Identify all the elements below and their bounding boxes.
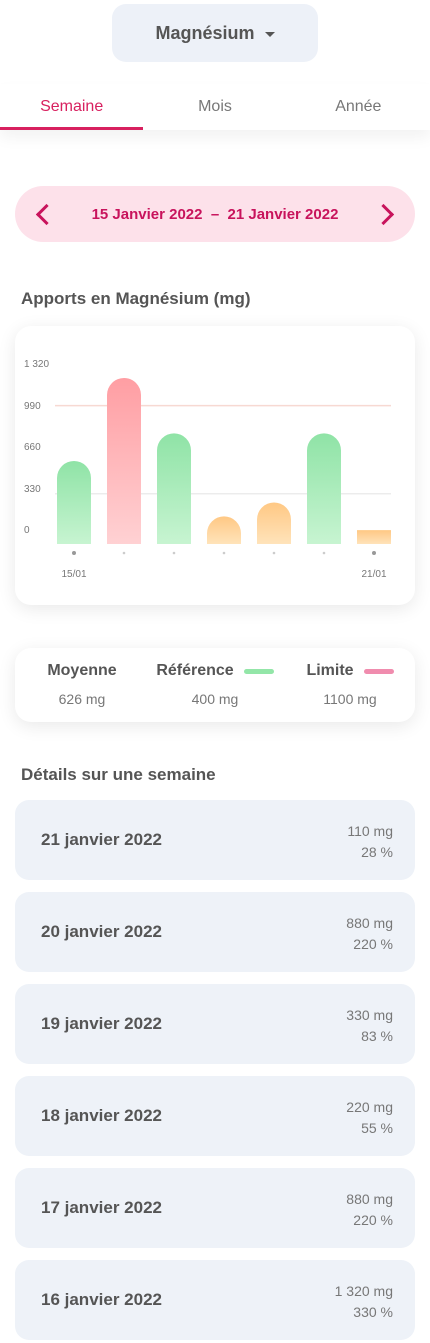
limit-label: Limite bbox=[306, 662, 354, 679]
details-title: Détails sur une semaine bbox=[21, 765, 216, 784]
chart-title: Apports en Magnésium (mg) bbox=[21, 289, 251, 308]
reference-swatch bbox=[243, 668, 274, 674]
day-mg: 330 mg bbox=[346, 1007, 393, 1023]
day-pct: 330 % bbox=[353, 1304, 393, 1320]
y-tick-label: 660 bbox=[24, 442, 41, 453]
nutrient-label: Magnésium bbox=[155, 22, 255, 43]
bar-chart: 15/01 21/01 bbox=[55, 378, 391, 580]
y-tick-label: 330 bbox=[24, 483, 41, 495]
day-row[interactable]: 17 janvier 2022 880 mg 220 % bbox=[15, 1168, 415, 1248]
day-row[interactable]: 20 janvier 2022 880 mg 220 % bbox=[15, 892, 415, 972]
legend-average: Moyenne 626 mg bbox=[40, 662, 124, 707]
tab-month[interactable]: Mois bbox=[198, 98, 232, 115]
bar-17/01[interactable] bbox=[157, 433, 191, 544]
limit-swatch bbox=[363, 668, 394, 674]
tab-year[interactable]: Année bbox=[335, 98, 382, 115]
date-range-label: 15 Janvier 2022 – 21 Janvier 2022 bbox=[91, 205, 339, 223]
average-value: 626 mg bbox=[58, 691, 106, 707]
bar-16/01[interactable] bbox=[107, 378, 141, 544]
day-date: 16 janvier 2022 bbox=[41, 1290, 162, 1309]
x-tick-dot bbox=[272, 551, 276, 555]
day-row[interactable]: 19 janvier 2022 330 mg 83 % bbox=[15, 984, 415, 1064]
period-tabs: Semaine Mois Année bbox=[0, 84, 430, 130]
day-mg: 220 mg bbox=[346, 1099, 393, 1115]
legend-limit: Limite 1100 mg bbox=[303, 662, 397, 707]
limit-value: 1100 mg bbox=[323, 691, 377, 707]
chart-card: 1 320 990 660 330 0 15/01 21/01 bbox=[15, 326, 415, 605]
bar-18/01[interactable] bbox=[207, 516, 241, 544]
average-label: Moyenne bbox=[47, 662, 117, 679]
tab-week[interactable]: Semaine bbox=[0, 84, 144, 130]
bar-15/01[interactable] bbox=[57, 461, 91, 544]
x-tick-dot bbox=[72, 551, 76, 555]
legend-card: Moyenne 626 mg Référence 400 mg Limite 1… bbox=[15, 648, 415, 722]
bar-19/01[interactable] bbox=[257, 502, 291, 545]
x-tick-label: 21/01 bbox=[361, 569, 386, 580]
x-tick-dot bbox=[222, 551, 226, 555]
day-row[interactable]: 21 janvier 2022 110 mg 28 % bbox=[15, 800, 415, 880]
reference-value: 400 mg bbox=[191, 691, 239, 707]
x-tick-dot bbox=[322, 551, 326, 555]
bar-21/01[interactable] bbox=[357, 530, 391, 544]
y-tick-label: 1 320 bbox=[24, 359, 50, 370]
day-mg: 1 320 mg bbox=[334, 1283, 393, 1299]
caret-down-icon bbox=[264, 31, 275, 37]
x-tick-dot bbox=[372, 551, 376, 555]
day-date: 19 janvier 2022 bbox=[41, 1014, 162, 1033]
date-range-selector: 15 Janvier 2022 – 21 Janvier 2022 bbox=[15, 186, 415, 242]
reference-label: Référence bbox=[156, 662, 234, 679]
day-date: 18 janvier 2022 bbox=[41, 1106, 162, 1125]
day-pct: 220 % bbox=[353, 1212, 393, 1228]
day-pct: 28 % bbox=[361, 844, 393, 860]
day-pct: 220 % bbox=[353, 936, 393, 952]
x-tick-dot bbox=[172, 551, 176, 555]
day-date: 21 janvier 2022 bbox=[41, 830, 162, 849]
day-row[interactable]: 16 janvier 2022 1 320 mg 330 % bbox=[15, 1260, 415, 1340]
nutrient-selector[interactable]: Magnésium bbox=[112, 4, 318, 62]
day-mg: 880 mg bbox=[346, 1191, 393, 1207]
y-tick-label: 990 bbox=[24, 400, 41, 412]
day-date: 20 janvier 2022 bbox=[41, 922, 162, 941]
legend-reference: Référence 400 mg bbox=[155, 662, 275, 707]
chevron-right-icon[interactable] bbox=[372, 203, 395, 225]
day-row[interactable]: 18 janvier 2022 220 mg 55 % bbox=[15, 1076, 415, 1156]
x-tick-dot bbox=[122, 551, 126, 555]
chevron-left-icon[interactable] bbox=[35, 203, 58, 225]
bar-20/01[interactable] bbox=[307, 433, 341, 544]
day-mg: 880 mg bbox=[346, 915, 393, 931]
day-pct: 55 % bbox=[361, 1120, 393, 1136]
day-pct: 83 % bbox=[361, 1028, 393, 1044]
x-tick-label: 15/01 bbox=[61, 569, 86, 580]
day-mg: 110 mg bbox=[347, 823, 393, 839]
day-date: 17 janvier 2022 bbox=[41, 1198, 162, 1217]
y-tick-label: 0 bbox=[24, 525, 30, 536]
